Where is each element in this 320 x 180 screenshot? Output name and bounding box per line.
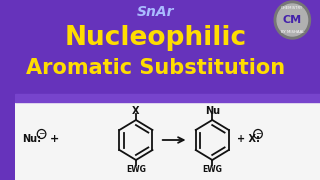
Bar — [15, 94, 320, 102]
Text: X: X — [132, 106, 140, 116]
Text: EWG: EWG — [126, 165, 146, 174]
Circle shape — [277, 4, 308, 36]
Text: SnAr: SnAr — [137, 5, 175, 19]
Text: +: + — [50, 134, 60, 144]
Circle shape — [274, 1, 310, 39]
Text: Nu:: Nu: — [22, 134, 42, 144]
Text: Nucleophilic: Nucleophilic — [65, 25, 247, 51]
Text: BY MISHAAL: BY MISHAAL — [281, 30, 304, 34]
Text: EWG: EWG — [202, 165, 222, 174]
Bar — [15, 97, 320, 180]
Text: CM: CM — [283, 15, 302, 25]
Text: Nu: Nu — [205, 106, 220, 116]
Text: CHEMISTRY: CHEMISTRY — [281, 6, 303, 10]
Text: −: − — [38, 129, 45, 138]
Text: + X:: + X: — [237, 134, 260, 144]
Text: −: − — [255, 129, 261, 138]
Text: Aromatic Substitution: Aromatic Substitution — [27, 58, 285, 78]
